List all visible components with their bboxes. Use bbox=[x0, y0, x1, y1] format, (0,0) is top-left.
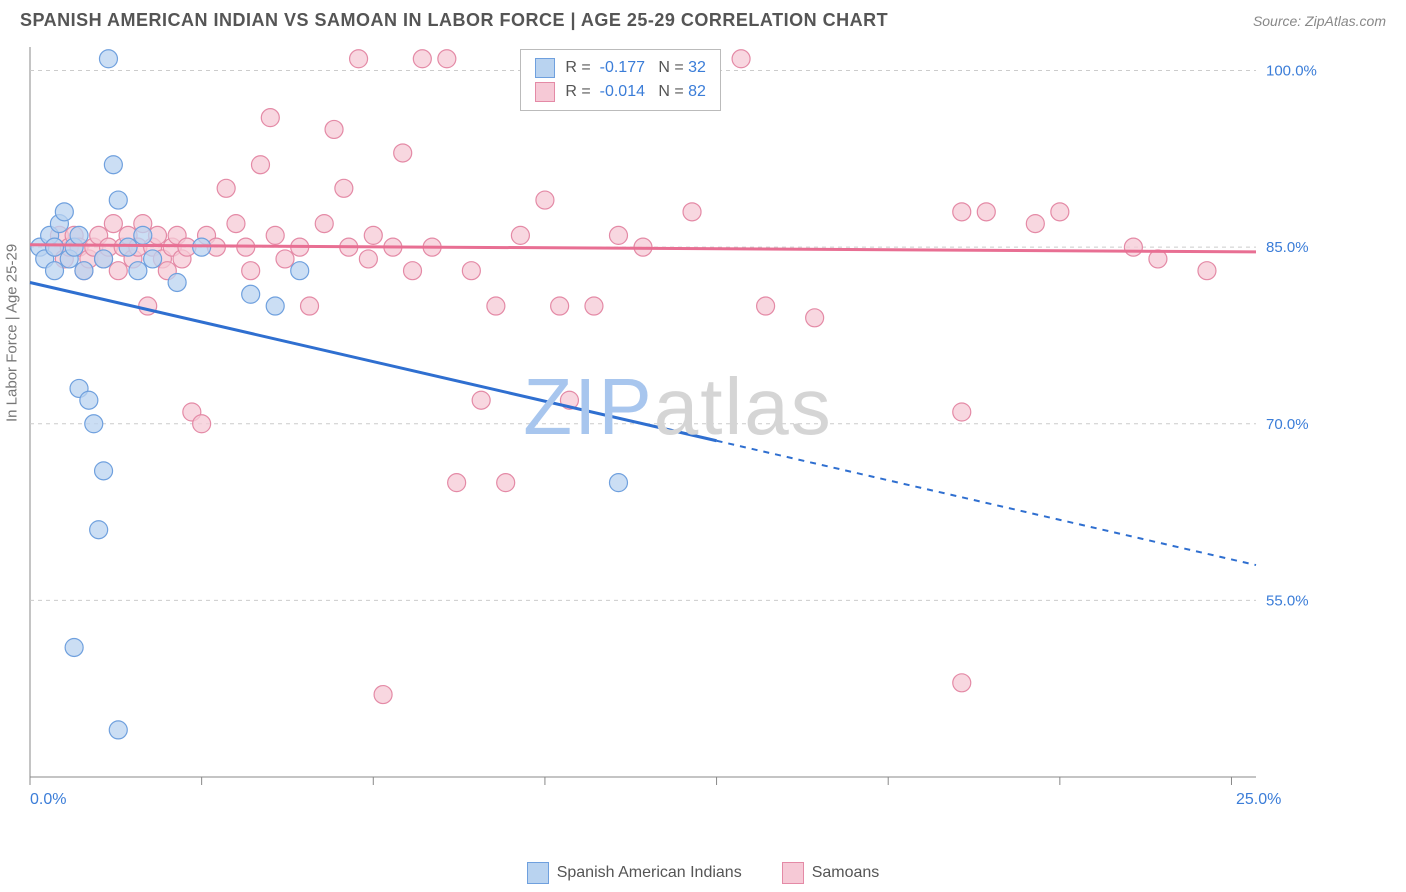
plot-area: In Labor Force | Age 25-29 55.0%70.0%85.… bbox=[20, 37, 1336, 807]
svg-text:85.0%: 85.0% bbox=[1266, 239, 1309, 256]
svg-text:70.0%: 70.0% bbox=[1266, 416, 1309, 433]
title-bar: SPANISH AMERICAN INDIAN VS SAMOAN IN LAB… bbox=[0, 0, 1406, 37]
legend-label-a: Spanish American Indians bbox=[557, 864, 742, 882]
x-axis-max-label: 25.0% bbox=[1236, 791, 1281, 809]
source-label: Source: ZipAtlas.com bbox=[1253, 13, 1386, 29]
legend-swatch-a bbox=[527, 862, 549, 884]
x-axis-min-label: 0.0% bbox=[30, 791, 66, 809]
correlation-legend: R = -0.177 N = 32R = -0.014 N = 82 bbox=[520, 49, 721, 111]
legend-item-series-a: Spanish American Indians bbox=[527, 862, 742, 884]
svg-text:100.0%: 100.0% bbox=[1266, 63, 1317, 80]
y-axis-label: In Labor Force | Age 25-29 bbox=[4, 244, 21, 422]
chart-title: SPANISH AMERICAN INDIAN VS SAMOAN IN LAB… bbox=[20, 10, 888, 31]
svg-text:55.0%: 55.0% bbox=[1266, 592, 1309, 609]
legend-label-b: Samoans bbox=[812, 864, 880, 882]
legend-swatch-b bbox=[782, 862, 804, 884]
legend-item-series-b: Samoans bbox=[782, 862, 880, 884]
bottom-legend: Spanish American Indians Samoans bbox=[0, 862, 1406, 884]
chart-svg: 55.0% 70.0% 85.0% 100.0% bbox=[20, 37, 1336, 807]
